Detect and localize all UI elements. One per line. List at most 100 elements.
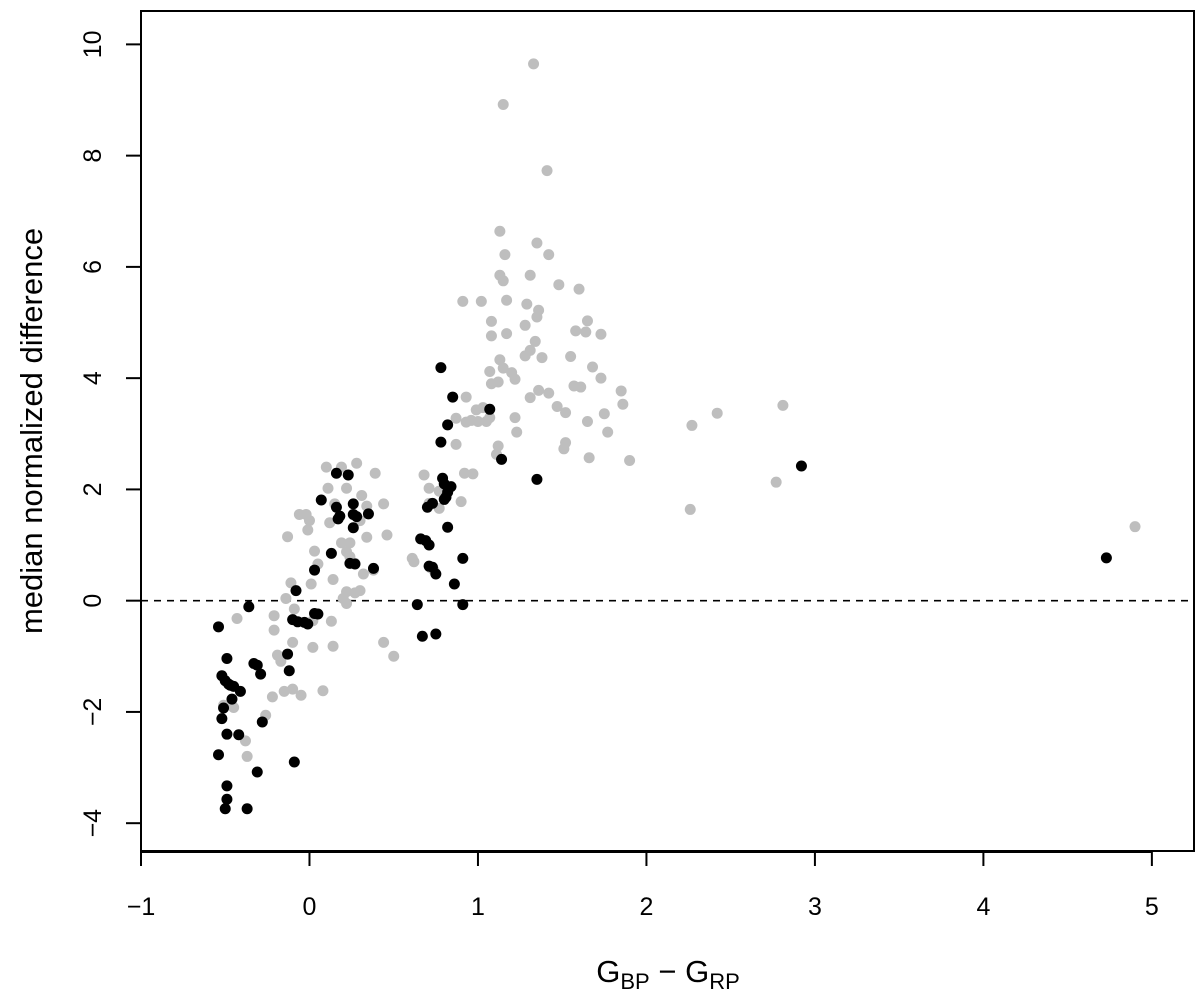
y-tick-label: −4: [79, 809, 107, 838]
data-point-black: [221, 653, 233, 665]
data-point-black: [438, 478, 450, 490]
data-point-black: [1100, 552, 1112, 564]
data-point-gray: [280, 592, 292, 604]
data-point-gray: [307, 641, 319, 653]
data-point-gray: [543, 249, 555, 261]
data-point-gray: [418, 469, 430, 481]
data-point-black: [221, 728, 233, 740]
data-point-gray: [581, 416, 593, 428]
data-point-black: [484, 403, 496, 415]
data-point-gray: [1129, 521, 1141, 533]
data-point-black: [312, 608, 324, 620]
y-axis: −4 −2 0 2 4 6 8 10: [79, 30, 142, 838]
data-point-gray: [228, 701, 240, 713]
data-point-black: [349, 558, 361, 570]
data-point-black: [448, 578, 460, 590]
data-point-gray: [450, 438, 462, 450]
data-point-black: [362, 508, 374, 520]
data-point-black: [325, 547, 337, 559]
data-point-gray: [423, 482, 435, 494]
data-point-gray: [686, 419, 698, 431]
data-point-gray: [378, 498, 390, 510]
data-point-gray: [615, 385, 627, 397]
y-tick-label: −2: [79, 698, 107, 727]
data-point-gray: [770, 476, 782, 488]
data-point-gray: [450, 412, 462, 424]
data-point-gray: [581, 315, 593, 327]
data-point-black: [435, 436, 447, 448]
data-point-gray: [497, 362, 509, 374]
data-point-gray: [231, 612, 243, 624]
data-point-black: [330, 501, 342, 513]
data-point-gray: [558, 443, 570, 455]
data-point-black: [330, 467, 342, 479]
data-point-gray: [467, 468, 479, 480]
data-point-black: [302, 618, 314, 630]
data-point-gray: [536, 352, 548, 364]
x-axis: −1 0 1 2 3 4 5: [127, 851, 1159, 921]
data-point-gray: [322, 482, 334, 494]
data-point-gray: [711, 407, 723, 419]
data-point-gray: [560, 407, 572, 419]
data-point-black: [234, 685, 246, 697]
data-point-gray: [777, 399, 789, 411]
data-point-black: [251, 659, 263, 671]
data-point-gray: [268, 624, 280, 636]
data-point-gray: [529, 335, 541, 347]
data-point-gray: [320, 461, 332, 473]
data-point-gray: [531, 237, 543, 249]
data-point-gray: [266, 691, 278, 703]
plot-frame: [140, 10, 1195, 852]
data-point-black: [213, 749, 225, 761]
data-point-gray: [460, 391, 472, 403]
data-point-gray: [494, 225, 506, 237]
data-point-gray: [351, 457, 363, 469]
data-point-gray: [543, 387, 555, 399]
data-point-black: [421, 501, 433, 513]
data-point-gray: [524, 392, 536, 404]
data-point-gray: [511, 426, 523, 438]
data-point-gray: [492, 440, 504, 452]
data-point-black: [243, 601, 255, 613]
data-point-gray: [509, 373, 521, 385]
data-point-gray: [388, 650, 400, 662]
data-point-gray: [485, 315, 497, 327]
data-point-black: [411, 599, 423, 611]
data-point-gray: [587, 361, 599, 373]
data-point-gray: [551, 401, 563, 413]
data-point-gray: [357, 568, 369, 580]
data-point-black: [342, 469, 354, 481]
data-point-gray: [553, 279, 565, 291]
data-point-gray: [617, 398, 629, 410]
data-point-black: [435, 362, 447, 374]
data-point-gray: [580, 326, 592, 338]
data-point-gray: [458, 467, 470, 479]
data-point-gray: [317, 685, 329, 697]
data-point-gray: [521, 298, 533, 310]
data-point-black: [282, 648, 294, 660]
data-point-gray: [327, 640, 339, 652]
data-point-gray: [492, 376, 504, 388]
data-point-gray: [354, 585, 366, 597]
data-point-gray: [303, 515, 315, 527]
data-point-gray: [602, 426, 614, 438]
data-point-gray: [472, 416, 484, 428]
data-point-black: [496, 453, 508, 465]
y-tick-label: 8: [79, 149, 107, 163]
data-point-black: [457, 599, 469, 611]
data-point-gray: [470, 404, 482, 416]
y-tick-label: 2: [79, 482, 107, 496]
x-tick-label: −1: [127, 893, 156, 921]
data-point-black: [283, 665, 295, 677]
data-point-gray: [285, 577, 297, 589]
data-point-gray: [519, 350, 531, 362]
data-point-gray: [378, 636, 390, 648]
x-tick-label: 1: [471, 893, 485, 921]
data-point-black: [309, 564, 321, 576]
data-point-gray: [309, 545, 321, 557]
data-point-gray: [341, 597, 353, 609]
data-point-gray: [499, 249, 511, 261]
data-point-gray: [268, 610, 280, 622]
data-point-gray: [369, 467, 381, 479]
